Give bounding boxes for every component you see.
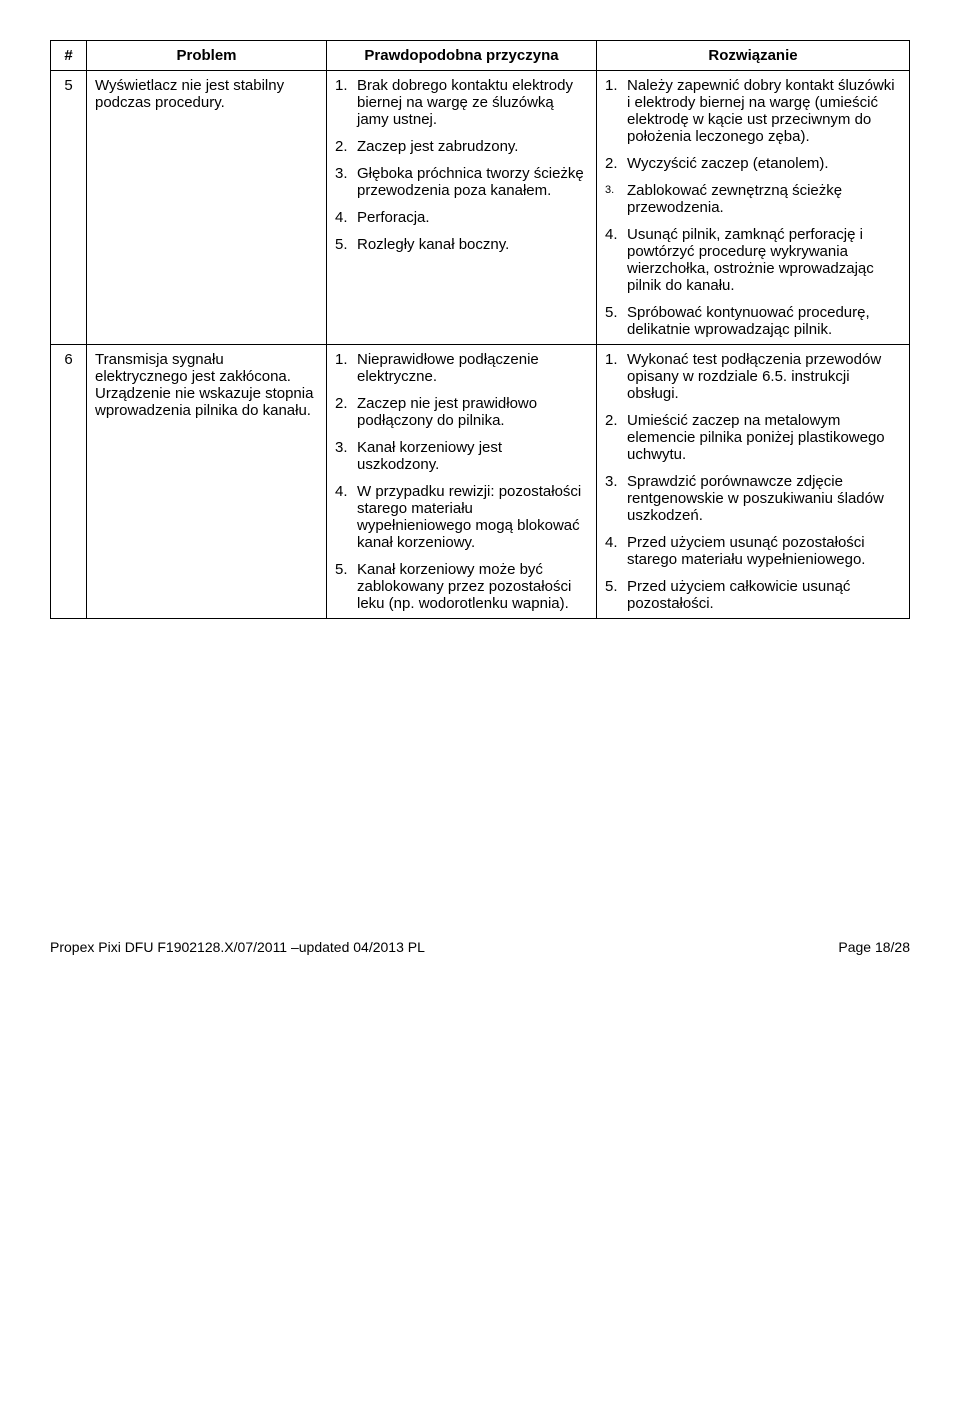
solution-item-number: 2. bbox=[605, 155, 627, 172]
cause-item-number: 3. bbox=[335, 439, 357, 473]
row-number: 5 bbox=[51, 71, 87, 345]
solution-item-number: 3. bbox=[605, 182, 627, 216]
cause-item-text: Zaczep nie jest prawidłowo podłączony do… bbox=[357, 395, 588, 429]
cause-item-text: Nieprawidłowe podłączenie elektryczne. bbox=[357, 351, 588, 385]
table-row: 5Wyświetlacz nie jest stabilny podczas p… bbox=[51, 71, 910, 345]
solution-item: 5.Przed użyciem całkowicie usunąć pozost… bbox=[605, 578, 901, 612]
cause-item-number: 3. bbox=[335, 165, 357, 199]
header-solution: Rozwiązanie bbox=[597, 41, 910, 71]
cause-item-text: Kanał korzeniowy może być zablokowany pr… bbox=[357, 561, 588, 612]
solution-cell: 1.Wykonać test podłączenia przewodów opi… bbox=[597, 345, 910, 619]
solution-item: 3.Zablokować zewnętrzną ścieżkę przewodz… bbox=[605, 182, 901, 216]
solution-item-number: 4. bbox=[605, 534, 627, 568]
solution-item: 4.Przed użyciem usunąć pozostałości star… bbox=[605, 534, 901, 568]
solution-item-text: Spróbować kontynuować procedurę, delikat… bbox=[627, 304, 901, 338]
footer-right: Page 18/28 bbox=[838, 939, 910, 955]
cause-item: 5.Rozległy kanał boczny. bbox=[335, 236, 588, 253]
solution-item: 4.Usunąć pilnik, zamknąć perforację i po… bbox=[605, 226, 901, 294]
cause-item: 4.Perforacja. bbox=[335, 209, 588, 226]
cause-item-number: 5. bbox=[335, 236, 357, 253]
troubleshooting-table: # Problem Prawdopodobna przyczyna Rozwią… bbox=[50, 40, 910, 619]
cause-item: 1.Brak dobrego kontaktu elektrody bierne… bbox=[335, 77, 588, 128]
solution-item: 3.Sprawdzić porównawcze zdjęcie rentgeno… bbox=[605, 473, 901, 524]
footer-left: Propex Pixi DFU F1902128.X/07/2011 –upda… bbox=[50, 939, 425, 955]
solution-item-text: Usunąć pilnik, zamknąć perforację i powt… bbox=[627, 226, 901, 294]
header-problem: Problem bbox=[87, 41, 327, 71]
cause-item-text: Perforacja. bbox=[357, 209, 588, 226]
solution-item-text: Przed użyciem usunąć pozostałości stareg… bbox=[627, 534, 901, 568]
cause-item-number: 2. bbox=[335, 138, 357, 155]
solution-item: 5.Spróbować kontynuować procedurę, delik… bbox=[605, 304, 901, 338]
cause-item-text: Głęboka próchnica tworzy ścieżkę przewod… bbox=[357, 165, 588, 199]
problem-cell: Transmisja sygnału elektrycznego jest za… bbox=[87, 345, 327, 619]
table-row: 6Transmisja sygnału elektrycznego jest z… bbox=[51, 345, 910, 619]
solution-cell: 1.Należy zapewnić dobry kontakt śluzówki… bbox=[597, 71, 910, 345]
cause-item-number: 1. bbox=[335, 351, 357, 385]
row-number: 6 bbox=[51, 345, 87, 619]
cause-item-text: Zaczep jest zabrudzony. bbox=[357, 138, 588, 155]
cause-item-text: Brak dobrego kontaktu elektrody biernej … bbox=[357, 77, 588, 128]
solution-item-number: 5. bbox=[605, 304, 627, 338]
cause-item-text: Kanał korzeniowy jest uszkodzony. bbox=[357, 439, 588, 473]
solution-item: 1.Należy zapewnić dobry kontakt śluzówki… bbox=[605, 77, 901, 145]
header-cause: Prawdopodobna przyczyna bbox=[327, 41, 597, 71]
solution-item-text: Wykonać test podłączenia przewodów opisa… bbox=[627, 351, 901, 402]
cause-item-number: 2. bbox=[335, 395, 357, 429]
table-header-row: # Problem Prawdopodobna przyczyna Rozwią… bbox=[51, 41, 910, 71]
cause-cell: 1.Brak dobrego kontaktu elektrody bierne… bbox=[327, 71, 597, 345]
solution-item-number: 4. bbox=[605, 226, 627, 294]
solution-item-text: Wyczyścić zaczep (etanolem). bbox=[627, 155, 901, 172]
solution-item: 2.Wyczyścić zaczep (etanolem). bbox=[605, 155, 901, 172]
cause-item: 3.Głęboka próchnica tworzy ścieżkę przew… bbox=[335, 165, 588, 199]
solution-item-text: Zablokować zewnętrzną ścieżkę przewodzen… bbox=[627, 182, 901, 216]
cause-item: 4.W przypadku rewizji: pozostałości star… bbox=[335, 483, 588, 551]
cause-item-text: Rozległy kanał boczny. bbox=[357, 236, 588, 253]
cause-item: 1.Nieprawidłowe podłączenie elektryczne. bbox=[335, 351, 588, 385]
solution-item-number: 2. bbox=[605, 412, 627, 463]
cause-item-number: 4. bbox=[335, 483, 357, 551]
cause-item-number: 4. bbox=[335, 209, 357, 226]
problem-cell: Wyświetlacz nie jest stabilny podczas pr… bbox=[87, 71, 327, 345]
solution-item-number: 5. bbox=[605, 578, 627, 612]
cause-item: 5.Kanał korzeniowy może być zablokowany … bbox=[335, 561, 588, 612]
cause-item-text: W przypadku rewizji: pozostałości stareg… bbox=[357, 483, 588, 551]
page-footer: Propex Pixi DFU F1902128.X/07/2011 –upda… bbox=[50, 939, 910, 955]
solution-item-number: 1. bbox=[605, 77, 627, 145]
solution-item-text: Sprawdzić porównawcze zdjęcie rentgenows… bbox=[627, 473, 901, 524]
cause-item: 2.Zaczep nie jest prawidłowo podłączony … bbox=[335, 395, 588, 429]
cause-item: 2.Zaczep jest zabrudzony. bbox=[335, 138, 588, 155]
cause-cell: 1.Nieprawidłowe podłączenie elektryczne.… bbox=[327, 345, 597, 619]
solution-item-text: Umieścić zaczep na metalowym elemencie p… bbox=[627, 412, 901, 463]
solution-item-number: 3. bbox=[605, 473, 627, 524]
cause-item-number: 5. bbox=[335, 561, 357, 612]
cause-item: 3.Kanał korzeniowy jest uszkodzony. bbox=[335, 439, 588, 473]
solution-item-number: 1. bbox=[605, 351, 627, 402]
solution-item: 1.Wykonać test podłączenia przewodów opi… bbox=[605, 351, 901, 402]
cause-item-number: 1. bbox=[335, 77, 357, 128]
solution-item: 2.Umieścić zaczep na metalowym elemencie… bbox=[605, 412, 901, 463]
solution-item-text: Przed użyciem całkowicie usunąć pozostał… bbox=[627, 578, 901, 612]
solution-item-text: Należy zapewnić dobry kontakt śluzówki i… bbox=[627, 77, 901, 145]
header-num: # bbox=[51, 41, 87, 71]
